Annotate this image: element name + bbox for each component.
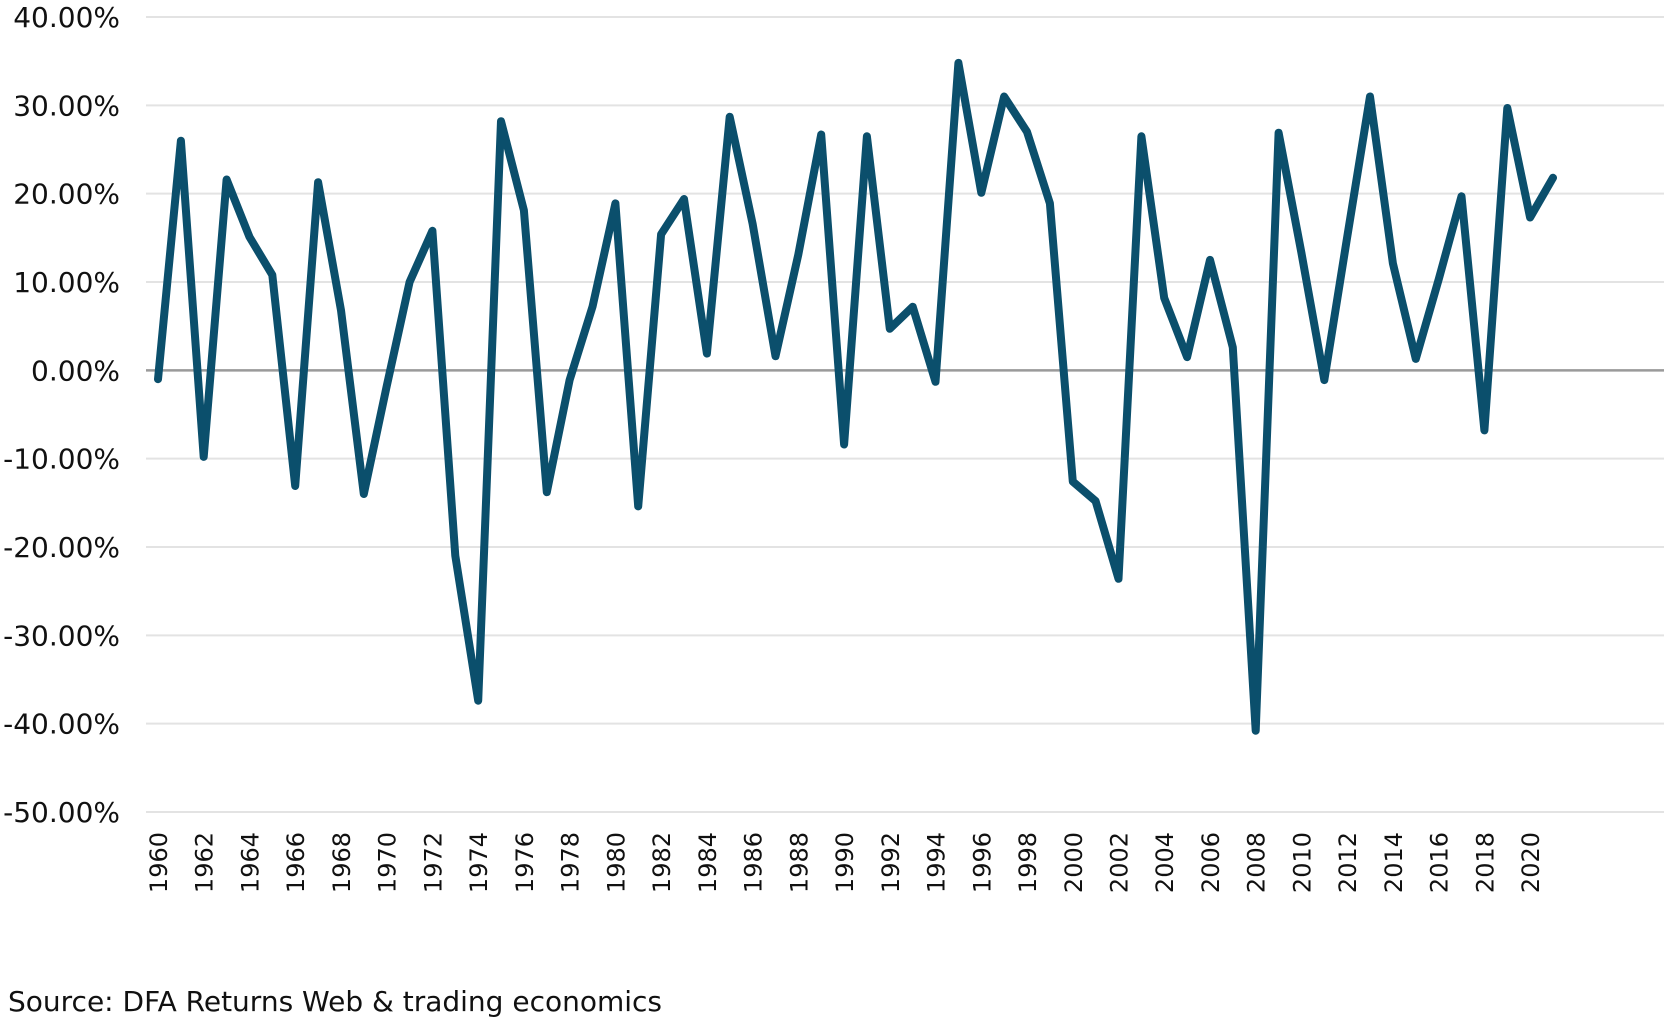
y-tick-label: 10.00%: [13, 266, 120, 299]
x-axis-tick-labels: 1960 1962 1964 1966 1968 1970 1972 1974 1976 1978…: [145, 832, 1545, 893]
y-tick-label: 40.00%: [13, 1, 120, 34]
x-tick-label: 1996: [968, 832, 996, 893]
x-tick-label: 1978: [557, 832, 585, 893]
gridlines: [146, 16, 1664, 813]
x-tick-label: 2008: [1243, 832, 1271, 893]
y-tick-label: -30.00%: [3, 619, 120, 652]
x-tick-label: 1964: [236, 832, 264, 893]
x-tick-label: 1968: [328, 832, 356, 893]
series-line: [154, 58, 1557, 735]
x-tick-label: 1992: [877, 832, 905, 893]
y-tick-label: -50.00%: [3, 796, 120, 829]
x-tick-label: 1966: [282, 832, 310, 893]
x-tick-label: 1998: [1014, 832, 1042, 893]
x-tick-label: 1980: [602, 832, 630, 893]
x-tick-label: 1982: [648, 832, 676, 893]
x-tick-label: 2006: [1197, 832, 1225, 893]
x-tick-label: 1990: [831, 832, 859, 893]
x-tick-label: 1974: [465, 832, 493, 893]
x-tick-label: 1962: [191, 832, 219, 893]
y-tick-label: 30.00%: [13, 89, 120, 122]
x-tick-label: 2012: [1334, 832, 1362, 893]
y-tick-label: -10.00%: [3, 443, 120, 476]
y-tick-label: 20.00%: [13, 178, 120, 211]
x-tick-label: 2014: [1380, 832, 1408, 893]
x-tick-label: 2000: [1060, 832, 1088, 893]
x-tick-label: 1960: [145, 832, 173, 893]
x-tick-label: 2002: [1105, 832, 1133, 893]
x-tick-label: 2010: [1288, 832, 1316, 893]
y-axis-tick-labels: 40.00% 30.00% 20.00% 10.00% 0.00% -10.00% -20.…: [3, 1, 120, 829]
y-tick-label: 0.00%: [31, 354, 120, 387]
x-tick-label: 1994: [923, 832, 951, 893]
x-tick-label: 2004: [1151, 832, 1179, 893]
x-tick-label: 1970: [374, 832, 402, 893]
y-tick-label: -20.00%: [3, 531, 120, 564]
x-tick-label: 1988: [785, 832, 813, 893]
y-tick-label: -40.00%: [3, 708, 120, 741]
x-tick-label: 1976: [511, 832, 539, 893]
source-note: Source: DFA Returns Web & trading econom…: [8, 985, 663, 1018]
x-tick-label: 1984: [694, 832, 722, 893]
x-tick-label: 2018: [1471, 832, 1499, 893]
x-tick-label: 2020: [1517, 832, 1545, 893]
x-tick-label: 1972: [419, 832, 447, 893]
x-tick-label: 2016: [1426, 832, 1454, 893]
x-tick-label: 1986: [740, 832, 768, 893]
